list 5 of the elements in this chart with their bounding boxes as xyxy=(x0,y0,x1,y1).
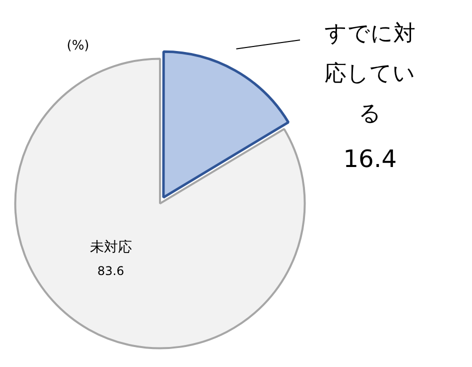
text: (%) xyxy=(66,38,90,54)
data-label: 83.6 xyxy=(97,264,124,278)
slice-label: すでに対応している xyxy=(324,22,416,127)
slice-label: 未対応 xyxy=(90,239,132,256)
data-label: 16.4 xyxy=(343,145,397,174)
